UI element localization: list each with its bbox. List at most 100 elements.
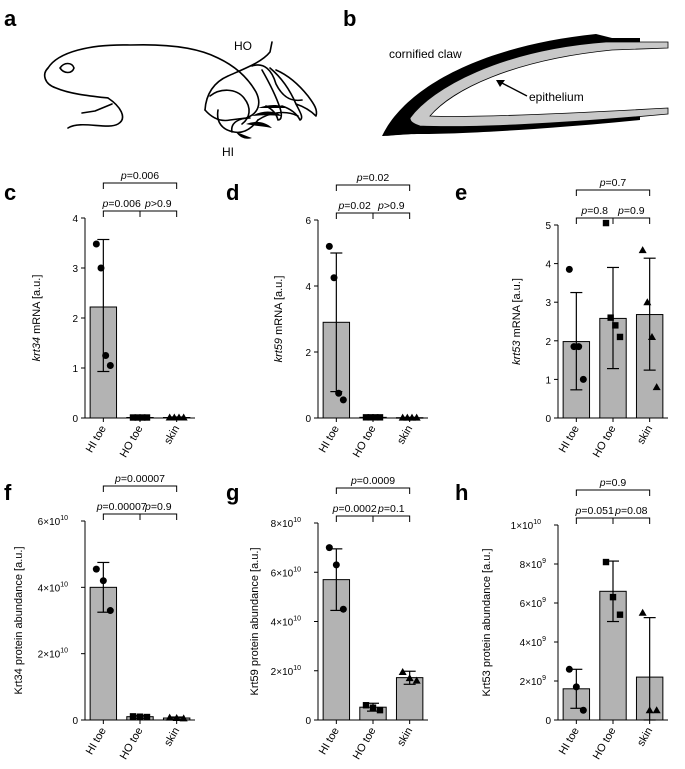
label-cornified-claw: cornified claw bbox=[389, 47, 462, 61]
label-epithelium: epithelium bbox=[529, 90, 584, 104]
p-value: =0.9 bbox=[151, 501, 172, 513]
y-axis-label: krt53 mRNA [a.u.] bbox=[511, 278, 523, 365]
data-point bbox=[362, 702, 370, 709]
y-tick-label: 0 bbox=[72, 716, 78, 727]
p-value-label: p=0.02 bbox=[337, 200, 371, 212]
y-tick-label: 2 bbox=[545, 337, 551, 348]
p-value: =0.0002 bbox=[338, 503, 376, 515]
y-tick-mantissa: 1×10 bbox=[511, 521, 534, 532]
p-value-label: p>0.9 bbox=[144, 198, 172, 210]
y-tick-label: 1 bbox=[545, 375, 551, 386]
category-label: skin bbox=[162, 424, 182, 447]
y-tick-exponent: 10 bbox=[293, 665, 301, 672]
category-label: skin bbox=[395, 424, 415, 447]
category-label: skin bbox=[395, 726, 415, 749]
data-point bbox=[339, 605, 347, 613]
y-tick-label: 6×1010 bbox=[38, 515, 68, 528]
p-symbol: p bbox=[96, 501, 103, 513]
p-value-label: p>0.9 bbox=[377, 200, 405, 212]
y-axis-label-unit: mRNA [a.u.] bbox=[31, 275, 43, 337]
data-point bbox=[412, 676, 421, 684]
category-label: HO toe bbox=[351, 726, 379, 762]
p-symbol: p bbox=[350, 475, 357, 487]
y-tick-mantissa: 2×10 bbox=[271, 667, 294, 678]
y-tick-label: 0 bbox=[305, 414, 311, 425]
y-tick-label: 4 bbox=[72, 214, 78, 225]
data-point bbox=[102, 352, 110, 359]
p-symbol: p bbox=[356, 172, 363, 184]
data-point bbox=[332, 561, 340, 569]
category-label: HI toe bbox=[317, 424, 342, 455]
epithelium-arrow-line bbox=[499, 81, 528, 97]
y-tick-label: 8×109 bbox=[520, 558, 547, 571]
y-tick-label: 0 bbox=[305, 716, 311, 727]
y-tick-label: 1 bbox=[72, 364, 78, 375]
data-point bbox=[376, 706, 384, 714]
category-label: HI toe bbox=[557, 726, 582, 757]
significance-bracket bbox=[102, 182, 178, 189]
p-symbol: p bbox=[575, 505, 582, 517]
data-point bbox=[572, 683, 580, 691]
p-symbol: p bbox=[102, 198, 109, 210]
y-tick-exponent: 10 bbox=[293, 616, 301, 623]
p-value: =0.9 bbox=[606, 477, 627, 489]
category-label: skin bbox=[162, 726, 182, 749]
data-point bbox=[172, 714, 181, 722]
significance-bracket bbox=[575, 489, 651, 496]
y-tick-label: 0 bbox=[72, 414, 78, 425]
category-label: HO toe bbox=[351, 424, 379, 460]
data-point bbox=[92, 565, 100, 573]
y-tick-label: 3 bbox=[72, 264, 78, 275]
category-label: HI toe bbox=[317, 726, 342, 757]
y-axis-label: krt59 mRNA [a.u.] bbox=[273, 276, 285, 363]
data-point bbox=[179, 413, 188, 421]
y-tick-label: 0 bbox=[545, 414, 551, 425]
data-point bbox=[609, 593, 617, 601]
y-axis-label-unit: Krt59 protein abundance [a.u.] bbox=[249, 548, 261, 696]
y-axis-label-gene: krt34 bbox=[31, 337, 43, 361]
data-point bbox=[652, 706, 661, 714]
panel-b: b cornified claw epithelium bbox=[343, 6, 669, 136]
p-value: >0.9 bbox=[384, 200, 405, 212]
y-tick-mantissa: 6×10 bbox=[271, 568, 294, 579]
significance-bracket bbox=[102, 513, 141, 520]
y-tick-mantissa: 2×10 bbox=[38, 650, 61, 661]
data-point bbox=[645, 706, 654, 714]
y-tick-exponent: 9 bbox=[542, 597, 546, 604]
y-tick-label: 0 bbox=[545, 716, 551, 727]
p-value-label: p=0.9 bbox=[617, 205, 645, 217]
panel-letter-h: h bbox=[455, 480, 468, 505]
data-point bbox=[97, 264, 105, 272]
p-symbol: p bbox=[377, 200, 384, 212]
p-symbol: p bbox=[120, 170, 127, 182]
label-ho: HO bbox=[234, 39, 252, 53]
y-tick-exponent: 10 bbox=[293, 517, 301, 524]
p-value: =0.006 bbox=[108, 198, 141, 210]
data-point bbox=[612, 322, 619, 329]
y-tick-exponent: 10 bbox=[60, 515, 68, 522]
data-point bbox=[143, 414, 151, 421]
chart-panel-c: c krt34 mRNA [a.u.] 0 1 2 3 4 HI toe HO toe skin p… bbox=[4, 170, 195, 460]
data-point bbox=[616, 611, 624, 618]
y-tick-label: 4×1010 bbox=[271, 616, 301, 629]
p-symbol: p bbox=[114, 473, 121, 485]
data-point bbox=[575, 343, 583, 351]
p-value-label: p=0.1 bbox=[377, 503, 405, 515]
p-value-label: p=0.00007 bbox=[96, 501, 147, 513]
data-point bbox=[179, 714, 188, 722]
category-label: HI toe bbox=[84, 726, 109, 757]
significance-bracket bbox=[372, 212, 411, 219]
p-value-label: p=0.006 bbox=[120, 170, 159, 182]
data-point bbox=[143, 713, 151, 721]
claw-tips bbox=[236, 105, 288, 139]
y-tick-label: 8×1010 bbox=[271, 517, 301, 530]
y-tick-mantissa: 4×10 bbox=[271, 618, 294, 629]
significance-bracket bbox=[575, 517, 614, 524]
epithelium-arrow-head bbox=[496, 80, 505, 87]
p-symbol: p bbox=[144, 198, 151, 210]
category-label: HO toe bbox=[591, 726, 619, 762]
y-tick-label: 4×109 bbox=[520, 636, 547, 649]
